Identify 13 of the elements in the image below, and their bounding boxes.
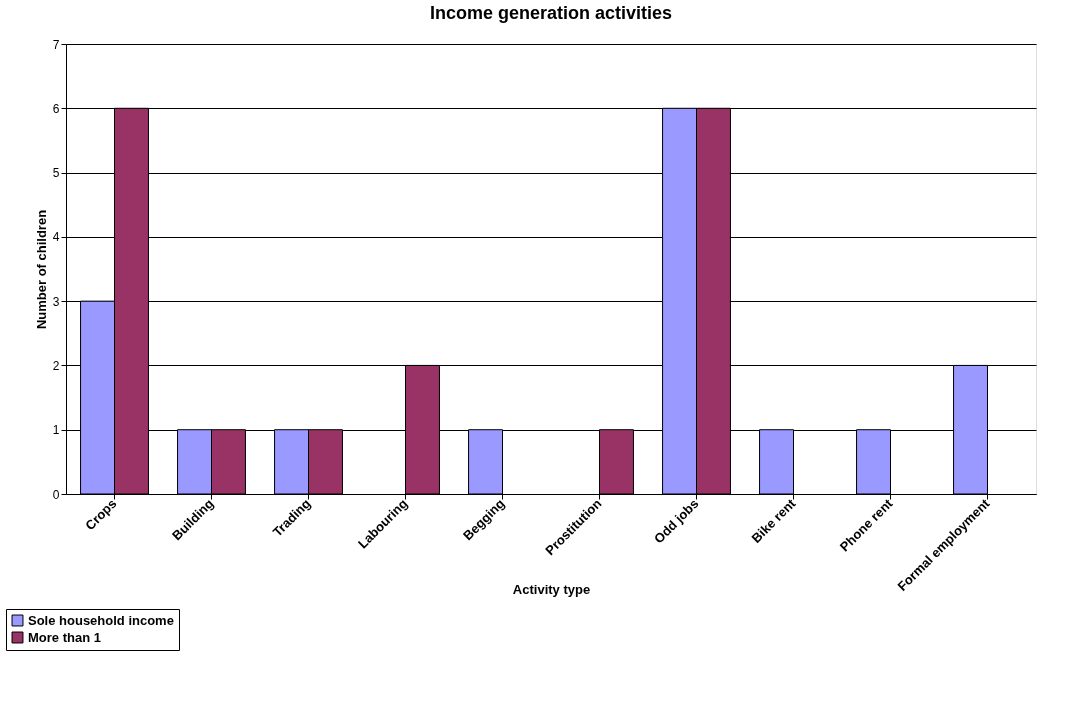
y-tick-label: 3 [52,294,60,309]
y-tick-label: 2 [52,358,60,373]
y-tick-label: 4 [52,230,60,245]
y-tick-label: 0 [52,487,60,502]
legend-label: Sole household income [28,612,174,628]
y-axis-title: Number of children [33,209,49,330]
y-tick-label: 5 [52,166,60,181]
x-axis-title: Activity type [512,581,591,597]
y-tick-label: 7 [52,37,60,52]
y-tick-label: 1 [52,423,60,438]
chart-title: Income generation activities [429,3,673,23]
y-tick-label: 6 [52,101,60,116]
legend-label: More than 1 [28,629,101,645]
